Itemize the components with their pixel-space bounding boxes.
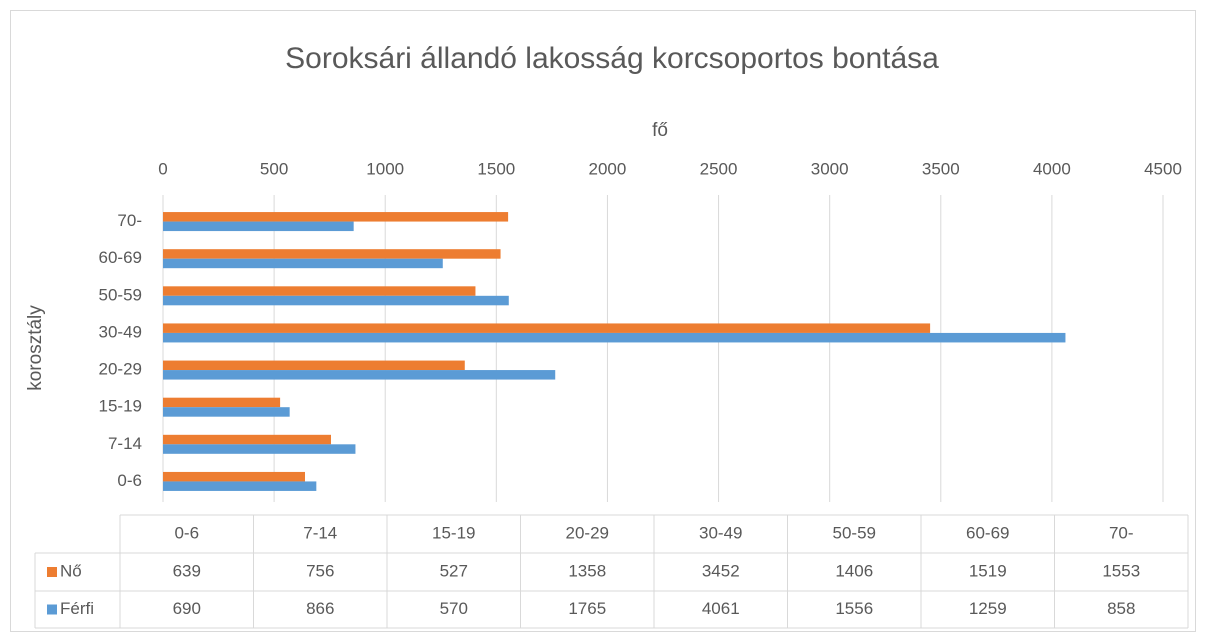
y-tick-label: 30-49 (99, 322, 142, 341)
x-tick-label: 3500 (922, 159, 960, 178)
table-header: 70- (1109, 523, 1134, 542)
table-value: 4061 (702, 599, 740, 618)
bar (163, 258, 443, 269)
bar (163, 295, 509, 306)
table-value: 1553 (1102, 561, 1140, 580)
table-value: 690 (173, 599, 201, 618)
x-tick-label: 0 (158, 159, 167, 178)
y-tick-label: 60-69 (99, 248, 142, 267)
table-value: 1556 (835, 599, 873, 618)
bar (163, 360, 465, 371)
table-header: 50-59 (833, 523, 876, 542)
bar (163, 481, 317, 491)
x-axis-title: fő (652, 120, 668, 141)
x-tick-label: 4500 (1144, 159, 1182, 178)
legend-swatch (47, 604, 57, 615)
table-header: 20-29 (566, 523, 609, 542)
bar (163, 434, 331, 445)
table-header: 30-49 (699, 523, 742, 542)
bar (163, 444, 356, 454)
bar (163, 323, 931, 333)
table-header: 60-69 (966, 523, 1009, 542)
x-tick-label: 2000 (589, 159, 627, 178)
bar (163, 332, 1066, 343)
table-value: 756 (306, 561, 334, 580)
table-value: 1765 (568, 599, 606, 618)
y-tick-label: 7-14 (108, 434, 142, 453)
x-tick-label: 2500 (700, 159, 738, 178)
x-tick-label: 500 (260, 159, 288, 178)
table-value: 1519 (969, 561, 1007, 580)
table-value: 1406 (835, 561, 873, 580)
bar (163, 249, 501, 259)
y-tick-label: 0-6 (117, 471, 142, 490)
table-value: 527 (440, 561, 468, 580)
bar (163, 221, 354, 232)
bar (163, 397, 281, 408)
chart-title: Soroksári állandó lakosság korcsoportos … (285, 42, 939, 75)
table-value: 570 (440, 599, 468, 618)
table-value: 639 (173, 561, 201, 580)
bar (163, 471, 305, 482)
bar (163, 286, 476, 296)
table-value: 1358 (568, 561, 606, 580)
legend-label: Nő (60, 561, 82, 580)
x-tick-label: 3000 (811, 159, 849, 178)
chart-border (10, 10, 1196, 632)
table-header: 0-6 (174, 523, 199, 542)
table-header: 7-14 (303, 523, 337, 542)
y-tick-label: 15-19 (99, 397, 142, 416)
bar (163, 370, 556, 380)
table-value: 1259 (969, 599, 1007, 618)
bar (163, 212, 509, 222)
table-value: 3452 (702, 561, 740, 580)
x-tick-label: 1000 (366, 159, 404, 178)
y-tick-label: 20-29 (99, 360, 142, 379)
x-tick-label: 1500 (477, 159, 515, 178)
y-tick-label: 70- (117, 211, 142, 230)
y-tick-label: 50-59 (99, 285, 142, 304)
legend-swatch (47, 567, 57, 577)
table-value: 866 (306, 599, 334, 618)
legend-label: Férfi (60, 599, 94, 618)
bar (163, 407, 290, 417)
x-tick-label: 4000 (1033, 159, 1071, 178)
table-header: 15-19 (432, 523, 475, 542)
y-axis-title: korosztály (25, 305, 46, 391)
table-value: 858 (1107, 599, 1135, 618)
